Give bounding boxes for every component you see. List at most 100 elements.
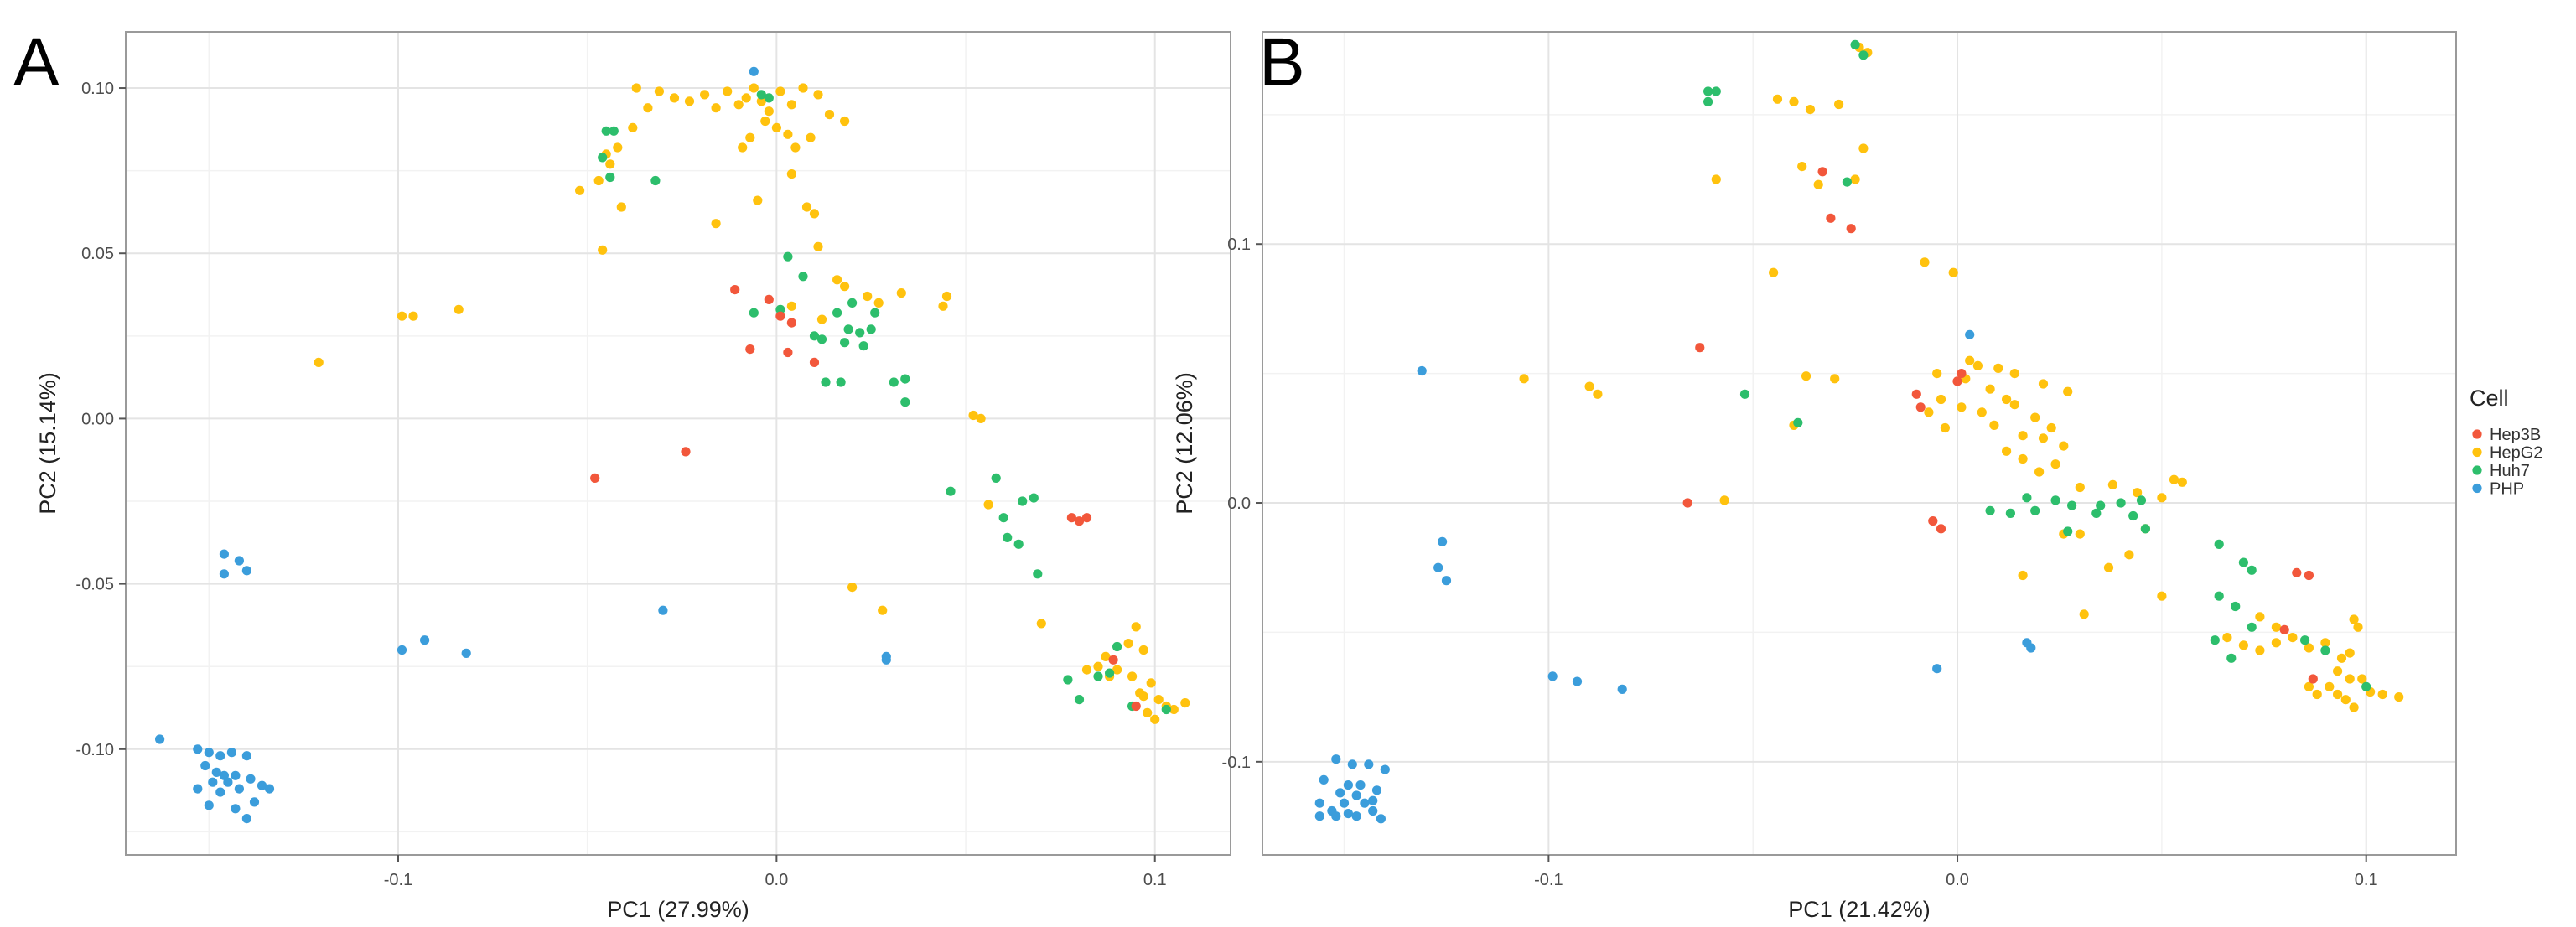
y-tick-label: -0.1 <box>1222 754 1251 772</box>
data-point-hepg2 <box>2009 369 2019 379</box>
data-point-huh7 <box>2210 635 2220 645</box>
data-point-hepg2 <box>2304 643 2314 653</box>
data-point-php <box>749 66 759 76</box>
data-point-hepg2 <box>2107 479 2117 490</box>
data-point-hepg2 <box>700 90 710 100</box>
data-point-huh7 <box>1985 505 1995 515</box>
data-point-hepg2 <box>813 241 823 251</box>
data-point-php <box>1319 774 1329 785</box>
data-point-hep3b <box>1695 343 1705 353</box>
data-point-php <box>1965 329 1975 339</box>
data-point-hepg2 <box>896 288 906 298</box>
data-point-hepg2 <box>2312 689 2322 700</box>
data-point-huh7 <box>1858 50 1869 60</box>
data-point-hepg2 <box>1131 622 1141 632</box>
data-point-hep3b <box>1066 513 1076 523</box>
data-point-hepg2 <box>840 282 850 292</box>
data-point-hepg2 <box>786 100 797 110</box>
data-point-hep3b <box>1682 498 1692 508</box>
x-tick-label: -0.1 <box>1534 871 1563 889</box>
legend-key-hepg2 <box>2472 447 2482 458</box>
data-point-hepg2 <box>783 129 793 139</box>
data-point-hepg2 <box>790 142 801 153</box>
plot-border <box>1262 31 2457 856</box>
data-point-php <box>1351 790 1361 800</box>
data-point-php <box>219 569 229 579</box>
data-point-huh7 <box>2005 508 2015 519</box>
data-point-hepg2 <box>1993 363 2003 373</box>
data-point-hepg2 <box>1797 162 1807 172</box>
data-point-huh7 <box>858 341 868 351</box>
data-point-hepg2 <box>2009 400 2019 410</box>
data-point-hep3b <box>1817 167 1827 177</box>
data-point-huh7 <box>2140 524 2150 534</box>
data-point-hepg2 <box>2353 622 2363 632</box>
data-point-hepg2 <box>801 202 812 212</box>
data-point-hep3b <box>681 447 691 457</box>
y-axis-title: PC2 (12.06%) <box>1172 372 1197 515</box>
data-point-huh7 <box>832 308 842 318</box>
data-point-hepg2 <box>771 122 782 132</box>
data-point-hepg2 <box>1169 704 1179 715</box>
data-point-hepg2 <box>2255 645 2265 655</box>
data-point-huh7 <box>1793 417 1803 427</box>
data-point-hepg2 <box>314 357 324 367</box>
data-point-huh7 <box>2022 493 2032 503</box>
data-point-hepg2 <box>643 103 653 113</box>
data-point-php <box>219 549 229 559</box>
data-point-hepg2 <box>2103 562 2114 572</box>
data-point-php <box>204 800 214 810</box>
data-point-hepg2 <box>2079 609 2089 619</box>
data-point-huh7 <box>2096 500 2106 510</box>
data-point-huh7 <box>2247 565 2257 575</box>
x-tick-label: 0.0 <box>1946 871 1969 889</box>
data-point-hepg2 <box>2002 446 2012 456</box>
data-point-php <box>2026 643 2036 653</box>
data-point-hepg2 <box>616 202 626 212</box>
data-point-hepg2 <box>1112 665 1122 675</box>
data-point-huh7 <box>1074 695 1085 705</box>
data-point-hepg2 <box>2050 459 2060 469</box>
data-point-hepg2 <box>1805 105 1816 115</box>
data-point-php <box>1335 788 1345 798</box>
data-point-hepg2 <box>669 93 680 103</box>
data-point-hepg2 <box>1834 99 1844 110</box>
data-point-hepg2 <box>813 90 823 100</box>
data-point-hep3b <box>2308 674 2318 684</box>
data-point-huh7 <box>1033 569 1043 579</box>
legend-label-hep3b: Hep3B <box>2490 426 2541 444</box>
data-point-hep3b <box>775 311 785 321</box>
data-point-hep3b <box>1108 655 1118 665</box>
data-point-hepg2 <box>1769 267 1779 277</box>
data-point-huh7 <box>1850 39 1860 50</box>
data-point-hepg2 <box>1989 420 1999 430</box>
data-point-hepg2 <box>760 116 770 127</box>
x-tick-label: -0.1 <box>384 871 412 889</box>
data-point-hepg2 <box>976 413 986 423</box>
data-point-huh7 <box>991 473 1001 484</box>
panel-label: B <box>1259 24 1305 101</box>
data-point-hepg2 <box>1936 394 1946 405</box>
data-point-hepg2 <box>878 605 888 615</box>
data-point-hepg2 <box>2075 482 2085 493</box>
data-point-huh7 <box>605 172 615 183</box>
data-point-hepg2 <box>1830 374 1840 384</box>
data-point-php <box>1355 780 1366 790</box>
data-point-hepg2 <box>809 209 820 219</box>
data-point-hepg2 <box>786 169 797 179</box>
data-point-huh7 <box>2238 557 2248 567</box>
data-point-huh7 <box>650 175 661 186</box>
data-point-hepg2 <box>1940 422 1950 433</box>
data-point-huh7 <box>2067 500 2077 510</box>
data-point-hepg2 <box>938 301 948 311</box>
y-tick-label: 0.00 <box>81 410 114 428</box>
data-point-huh7 <box>2030 505 2040 515</box>
x-axis-title: PC1 (21.42%) <box>1788 897 1931 922</box>
data-point-hepg2 <box>2340 695 2351 705</box>
data-point-hep3b <box>1081 513 1092 523</box>
data-point-hepg2 <box>968 410 978 421</box>
data-point-huh7 <box>2214 539 2224 550</box>
data-point-php <box>1433 562 1443 572</box>
data-point-hepg2 <box>1789 96 1799 106</box>
data-point-php <box>246 774 256 784</box>
